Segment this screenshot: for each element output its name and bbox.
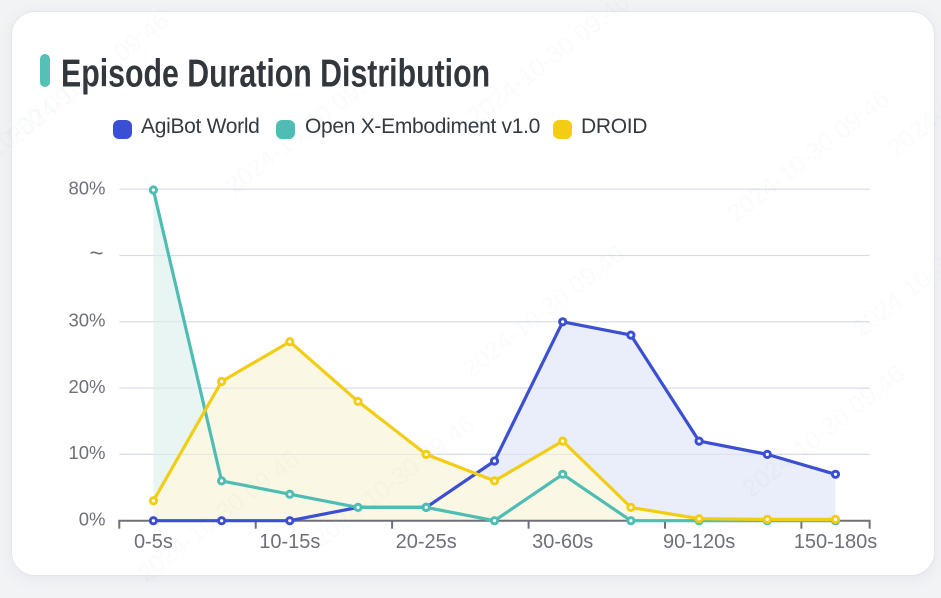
svg-text:150-180s: 150-180s — [794, 531, 877, 553]
svg-text:80%: 80% — [68, 178, 105, 199]
svg-text:90-120s: 90-120s — [663, 531, 735, 553]
svg-text:0%: 0% — [79, 509, 106, 530]
svg-text:30%: 30% — [68, 310, 105, 331]
svg-text:0-5s: 0-5s — [134, 531, 173, 553]
svg-text:20%: 20% — [68, 376, 105, 397]
svg-text:Episode Duration Distribution: Episode Duration Distribution — [61, 52, 490, 96]
svg-text:10%: 10% — [68, 442, 105, 463]
svg-text:30-60s: 30-60s — [532, 531, 593, 553]
svg-text:10-15s: 10-15s — [259, 531, 320, 553]
svg-text:~: ~ — [89, 240, 103, 267]
svg-text:20-25s: 20-25s — [396, 531, 457, 553]
